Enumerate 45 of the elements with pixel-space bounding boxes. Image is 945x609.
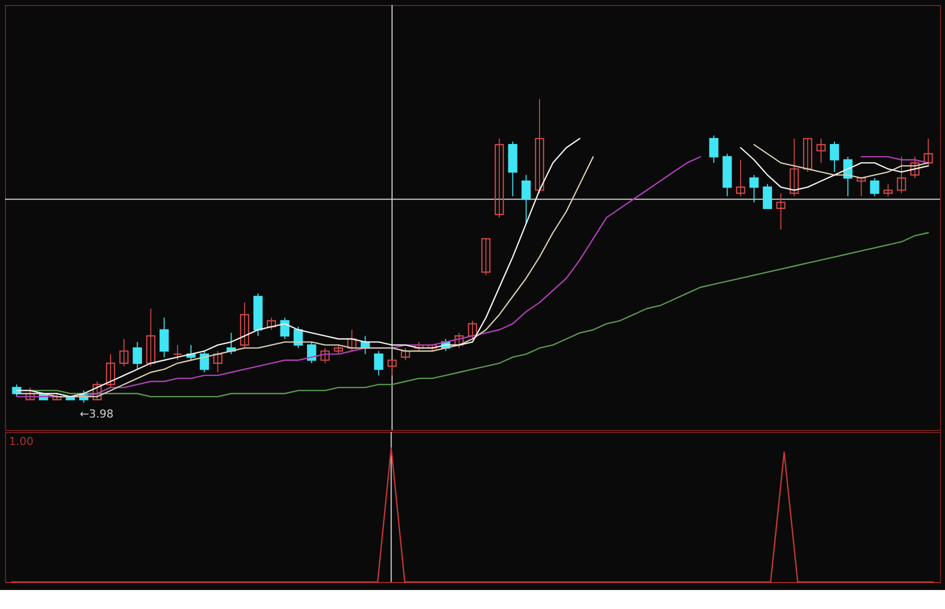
candlestick	[522, 174, 531, 224]
candlestick	[830, 141, 840, 172]
text: 1.00	[9, 435, 34, 448]
candlestick	[762, 184, 772, 209]
candlestick	[307, 341, 316, 364]
candlestick	[870, 178, 880, 197]
candlestick	[92, 380, 102, 400]
candlestick	[816, 138, 826, 164]
candlestick	[294, 326, 303, 349]
candlestick	[347, 329, 356, 352]
candlestick	[494, 138, 504, 218]
candlestick	[776, 192, 786, 230]
candlestick	[106, 354, 116, 388]
candlestick	[803, 138, 812, 172]
candlestick	[213, 350, 222, 373]
text: ←3.98	[80, 408, 114, 421]
candlestick	[736, 159, 746, 197]
candlestick	[160, 317, 169, 358]
candlestick	[924, 138, 933, 166]
candlestick	[790, 138, 799, 197]
candlestick	[387, 360, 397, 376]
candlestick	[146, 308, 156, 367]
candlestick	[400, 348, 410, 361]
candlestick	[468, 320, 478, 340]
candlestick	[534, 98, 544, 194]
candlestick	[119, 338, 129, 367]
candlestick	[334, 344, 344, 355]
candlestick	[454, 332, 464, 349]
candlestick	[856, 177, 866, 197]
candlestick	[414, 341, 424, 352]
candlestick	[200, 350, 209, 373]
candlestick	[374, 350, 384, 376]
candlestick	[709, 135, 718, 164]
candlestick	[749, 174, 759, 203]
candlestick	[481, 238, 491, 276]
candlestick	[910, 156, 920, 179]
candlestick	[883, 184, 893, 197]
candlestick	[26, 387, 35, 400]
candlestick	[240, 302, 250, 349]
candlestick	[320, 348, 330, 364]
candlestick	[172, 344, 182, 361]
candlestick	[132, 341, 142, 370]
candlestick	[266, 317, 276, 330]
candlestick	[280, 317, 290, 340]
candlestick	[896, 156, 906, 194]
